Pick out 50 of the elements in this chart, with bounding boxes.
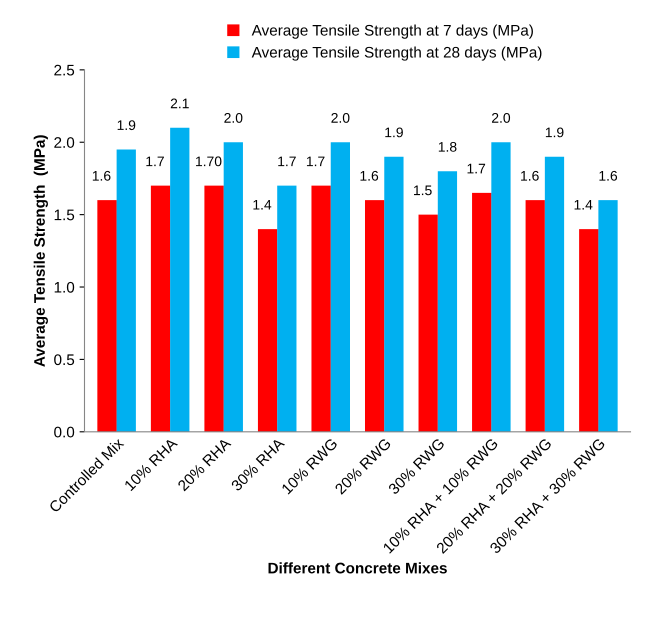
data-label: 1.6 xyxy=(599,170,618,181)
data-label: 1.9 xyxy=(385,127,403,138)
bar xyxy=(491,142,511,432)
text: 0.5 xyxy=(54,354,74,366)
bar xyxy=(544,156,564,432)
data-label: 2.0 xyxy=(492,112,510,123)
data-label: 1.7 xyxy=(278,156,296,166)
bar xyxy=(311,186,331,432)
data-label: 2.0 xyxy=(224,112,242,123)
bar xyxy=(204,186,224,432)
data-label: 1.70 xyxy=(196,156,222,166)
data-label: 1.5 xyxy=(414,186,432,196)
bar xyxy=(277,186,296,432)
bar xyxy=(364,200,384,432)
data-label: 1.7 xyxy=(306,156,324,166)
data-label: 1.6 xyxy=(92,170,110,181)
legend-label: Average Tensile Strength at 7 days (MPa) xyxy=(252,24,533,39)
bar xyxy=(384,156,404,432)
data-label: 1.4 xyxy=(253,200,272,210)
bar xyxy=(418,214,438,432)
bar xyxy=(330,142,350,432)
y-axis-title: Average Tensile Strength (MPa) xyxy=(34,135,48,367)
legend-label: Average Tensile Strength at 28 days (MPa) xyxy=(252,46,542,61)
bar xyxy=(116,149,136,432)
data-label: 1.9 xyxy=(546,127,564,138)
data-label: 1.4 xyxy=(574,200,592,210)
text: 1.5 xyxy=(54,210,74,220)
bar xyxy=(579,229,598,432)
data-label: 1.9 xyxy=(118,120,136,130)
bar xyxy=(258,229,278,432)
bar xyxy=(224,142,243,432)
bar xyxy=(97,200,117,432)
text: 0.0 xyxy=(54,426,74,438)
text: 2.5 xyxy=(54,64,74,76)
text: 2.0 xyxy=(54,137,74,148)
data-label: 1.7 xyxy=(146,156,164,166)
x-axis-title: Different Concrete Mixes xyxy=(268,562,447,574)
data-label: 1.8 xyxy=(438,142,456,152)
bar xyxy=(598,200,618,432)
data-label: 2.0 xyxy=(331,112,350,123)
data-label: 1.6 xyxy=(360,170,378,181)
data-label: 2.1 xyxy=(170,98,189,108)
bar xyxy=(170,128,190,432)
data-label: 1.7 xyxy=(468,164,486,174)
data-label: 1.6 xyxy=(521,170,539,181)
bar xyxy=(472,192,492,432)
bar xyxy=(526,200,545,432)
text: 1.0 xyxy=(54,282,74,293)
bar xyxy=(438,171,458,432)
bar xyxy=(150,186,170,432)
